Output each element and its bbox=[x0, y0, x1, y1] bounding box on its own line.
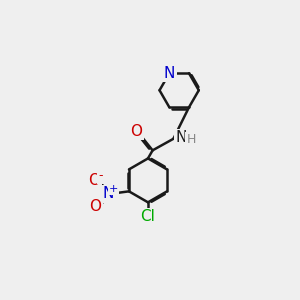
Text: O: O bbox=[88, 173, 100, 188]
Text: O: O bbox=[89, 199, 101, 214]
Text: Cl: Cl bbox=[140, 209, 155, 224]
Text: N: N bbox=[175, 130, 187, 145]
Text: H: H bbox=[187, 134, 196, 146]
Text: +: + bbox=[109, 184, 118, 194]
Text: -: - bbox=[98, 169, 103, 182]
Text: N: N bbox=[164, 66, 175, 81]
Text: O: O bbox=[130, 124, 142, 139]
Text: N: N bbox=[103, 186, 114, 201]
